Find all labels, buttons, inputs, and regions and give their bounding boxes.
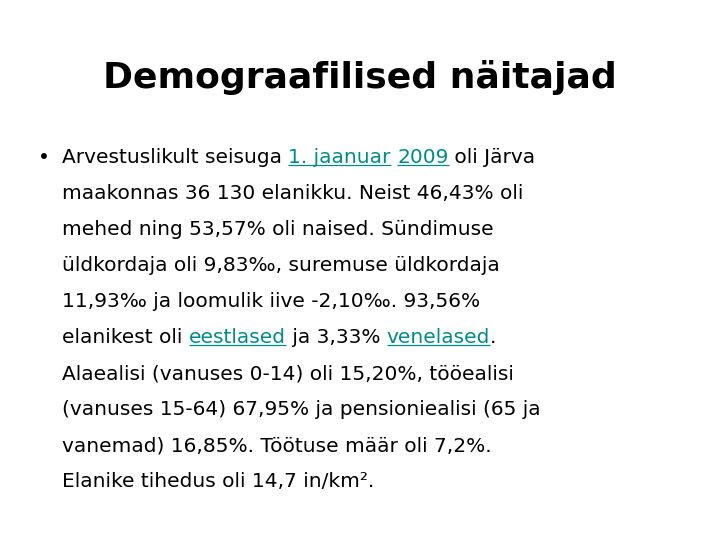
Text: Alaealisi (vanuses 0-14) oli 15,20%, tööealisi: Alaealisi (vanuses 0-14) oli 15,20%, töö… (62, 364, 514, 383)
Text: Arvestuslikult seisuga: Arvestuslikult seisuga (62, 148, 289, 167)
Text: venelased: venelased (387, 328, 490, 347)
Text: .: . (490, 328, 496, 347)
Text: elanikest oli: elanikest oli (62, 328, 189, 347)
Text: mehed ning 53,57% oli naised. Sündimuse: mehed ning 53,57% oli naised. Sündimuse (62, 220, 494, 239)
Text: Elanike tihedus oli 14,7 in/km².: Elanike tihedus oli 14,7 in/km². (62, 472, 374, 491)
Text: ja 3,33%: ja 3,33% (286, 328, 387, 347)
Text: 1. jaanuar: 1. jaanuar (289, 148, 391, 167)
Text: •: • (38, 148, 50, 167)
Text: 11,93‰ ja loomulik iive -2,10‰. 93,56%: 11,93‰ ja loomulik iive -2,10‰. 93,56% (62, 292, 480, 311)
Text: 2009: 2009 (397, 148, 449, 167)
Text: eestlased: eestlased (189, 328, 286, 347)
Text: oli Järva: oli Järva (449, 148, 536, 167)
Text: vanemad) 16,85%. Töötuse määr oli 7,2%.: vanemad) 16,85%. Töötuse määr oli 7,2%. (62, 436, 492, 455)
Text: (vanuses 15-64) 67,95% ja pensioniealisi (65 ja: (vanuses 15-64) 67,95% ja pensioniealisi… (62, 400, 541, 419)
Text: Demograafilised näitajad: Demograafilised näitajad (103, 60, 617, 95)
Text: maakonnas 36 130 elanikku. Neist 46,43% oli: maakonnas 36 130 elanikku. Neist 46,43% … (62, 184, 523, 203)
Text: üldkordaja oli 9,83‰, suremuse üldkordaja: üldkordaja oli 9,83‰, suremuse üldkordaj… (62, 256, 500, 275)
